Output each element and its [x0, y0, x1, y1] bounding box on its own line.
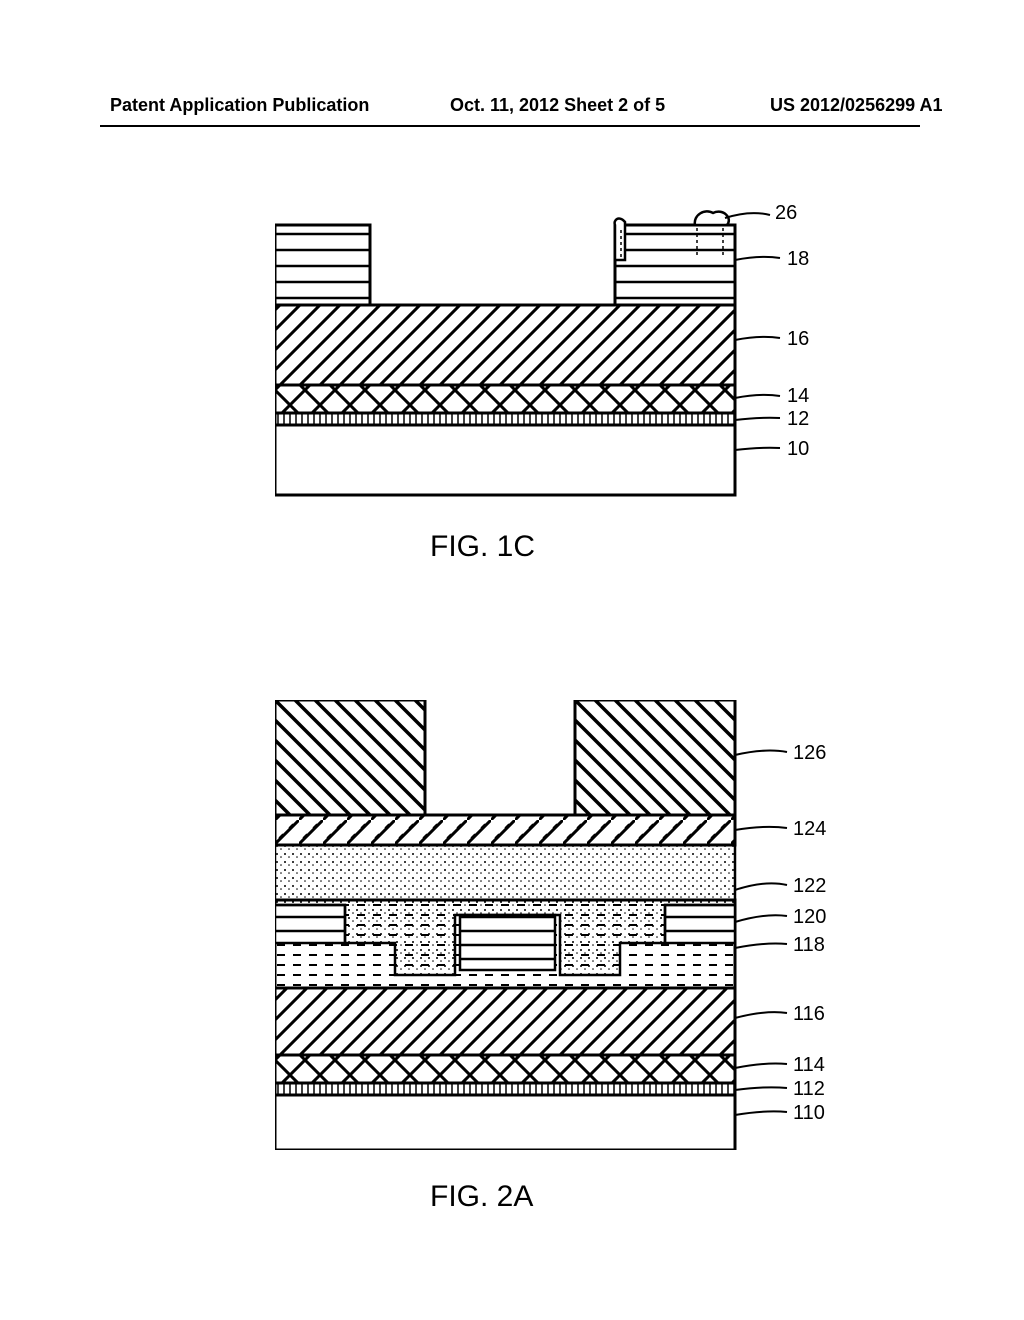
header-date-sheet: Oct. 11, 2012 Sheet 2 of 5 — [450, 95, 665, 116]
ref-110: 110 — [793, 1102, 825, 1125]
figure-2a-svg — [275, 700, 845, 1150]
figure-2a-label: FIG. 2A — [430, 1180, 533, 1214]
ref-12: 12 — [787, 408, 809, 431]
ref-16: 16 — [787, 328, 809, 351]
ref-114: 114 — [793, 1054, 825, 1077]
header-pubnum: US 2012/0256299 A1 — [770, 95, 942, 116]
ref-112: 112 — [793, 1078, 825, 1101]
header-publication: Patent Application Publication — [110, 95, 369, 116]
ref-116: 116 — [793, 1003, 825, 1026]
ref-126: 126 — [793, 742, 826, 765]
ref-10: 10 — [787, 438, 809, 461]
ref-18: 18 — [787, 248, 809, 271]
figure-2a: 126 124 122 120 118 116 114 112 110 — [275, 700, 845, 1150]
ref-26: 26 — [775, 202, 797, 225]
figure-1c-svg — [275, 210, 835, 510]
ref-118: 118 — [793, 934, 825, 957]
ref-124: 124 — [793, 818, 826, 841]
figure-1c-label: FIG. 1C — [430, 530, 535, 564]
ref-120: 120 — [793, 906, 826, 929]
figure-1c: 26 18 16 14 12 10 — [275, 210, 835, 510]
header-rule — [100, 125, 920, 127]
ref-122: 122 — [793, 875, 826, 898]
ref-14: 14 — [787, 385, 809, 408]
